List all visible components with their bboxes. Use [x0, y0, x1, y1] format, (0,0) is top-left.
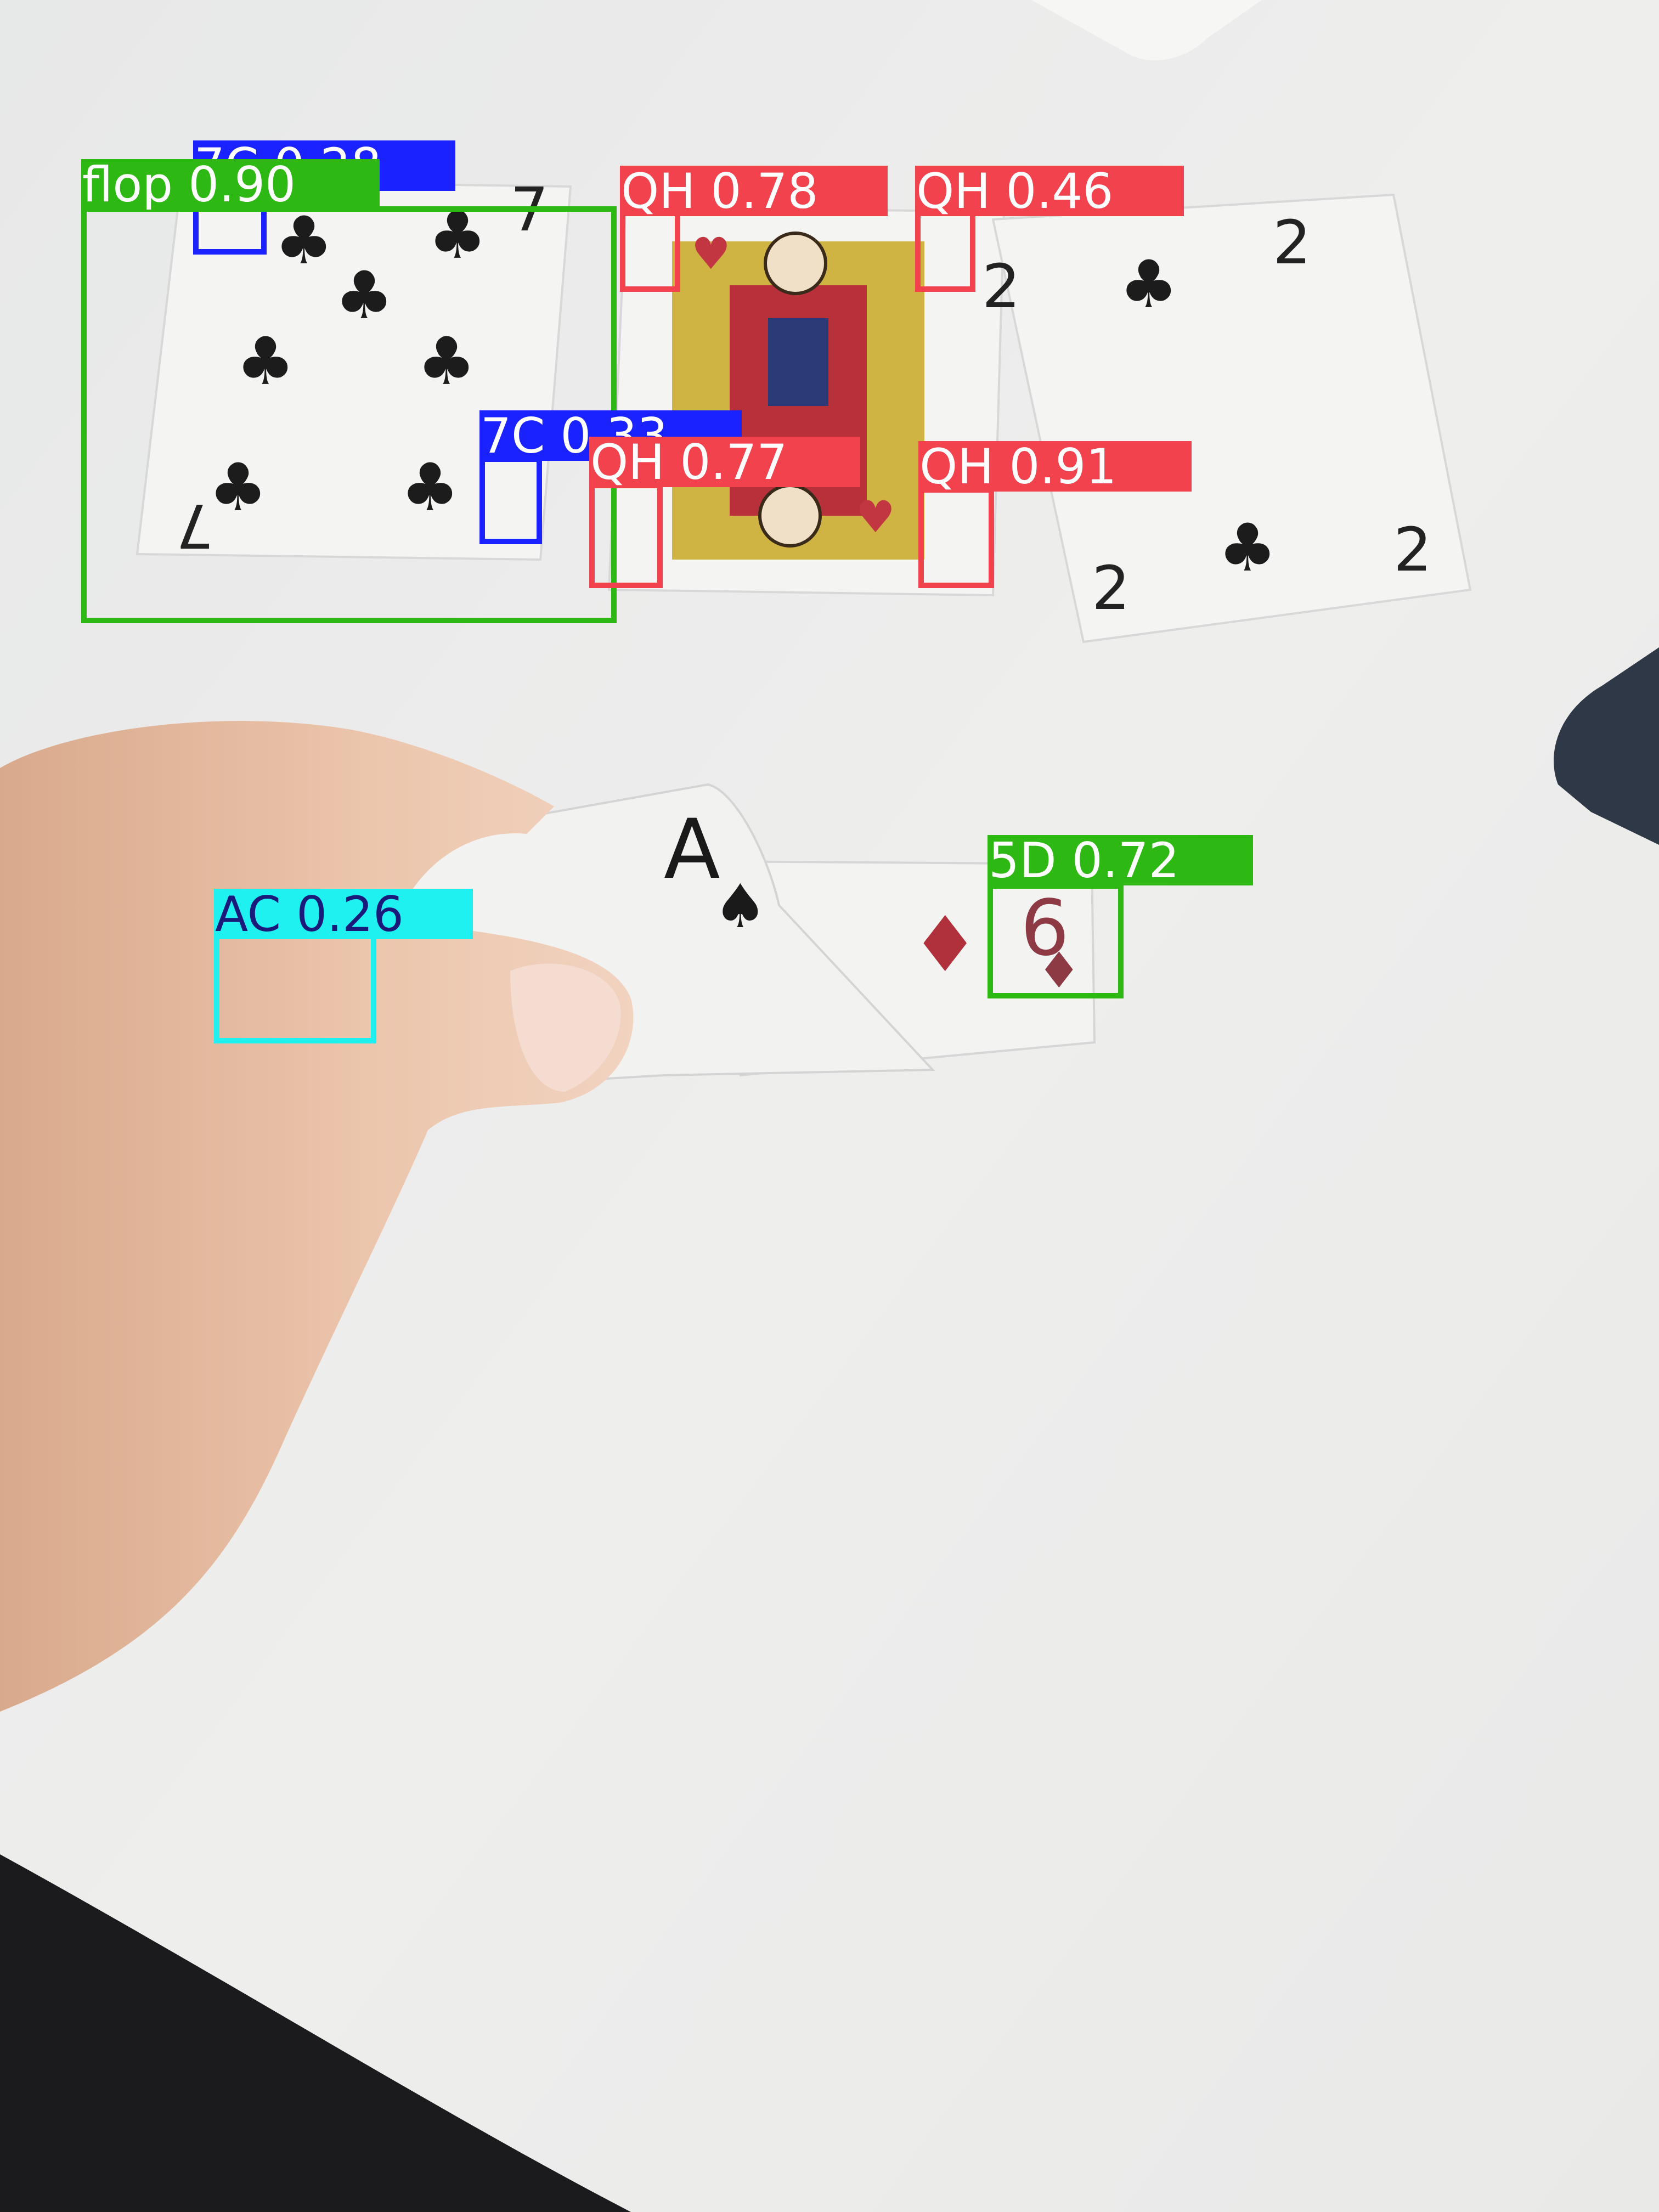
svg-text:2: 2	[982, 251, 1020, 321]
svg-text:♥: ♥	[856, 492, 895, 543]
svg-text:♣: ♣	[400, 450, 460, 526]
card-queen-hearts: ♥ ♥	[607, 207, 1006, 597]
svg-text:♣: ♣	[1119, 247, 1178, 323]
svg-text:2: 2	[1393, 515, 1432, 585]
svg-text:♦: ♦	[1037, 942, 1081, 1000]
svg-text:♣: ♣	[236, 324, 295, 400]
rank-glyph: 7	[176, 490, 214, 561]
svg-text:♣: ♣	[335, 258, 394, 334]
svg-text:2: 2	[1273, 207, 1311, 278]
detection-box-queen-hearts	[620, 206, 680, 292]
svg-text:2: 2	[1092, 553, 1130, 623]
detection-label: flop 0.90	[81, 159, 380, 210]
detection-box-7c	[479, 456, 542, 544]
detection-box-queen-hearts	[915, 206, 975, 292]
detection-label: QH 0.78	[620, 166, 888, 216]
card-topright	[1031, 0, 1262, 60]
floor-shadow	[0, 1854, 631, 2212]
detection-label: QH 0.77	[589, 437, 860, 487]
svg-text:♣: ♣	[208, 450, 268, 526]
detection-box-queen-hearts	[589, 483, 663, 588]
svg-text:6: 6	[1020, 884, 1069, 973]
detection-label: AC 0.26	[214, 889, 473, 939]
svg-text:♥: ♥	[691, 228, 731, 279]
detection-label: QH 0.46	[915, 166, 1184, 216]
svg-text:♦: ♦	[911, 900, 980, 990]
detection-box-queen-hearts	[918, 487, 994, 588]
svg-text:♣: ♣	[1218, 510, 1277, 586]
thumbnail	[510, 963, 621, 1092]
svg-text:♣: ♣	[417, 324, 476, 400]
detection-box-5d	[988, 883, 1124, 998]
detection-label: QH 0.91	[918, 441, 1192, 492]
detection-box-ac	[214, 934, 376, 1043]
card-two-clubs: 2 2 2 2 ♣ ♣	[982, 193, 1472, 644]
svg-text:A: A	[664, 802, 720, 898]
detection-label: 5D 0.72	[988, 835, 1253, 885]
svg-text:♠: ♠	[713, 871, 768, 941]
hand	[0, 721, 634, 1712]
tablet-device	[1554, 647, 1659, 845]
svg-text:♣: ♣	[274, 203, 334, 279]
